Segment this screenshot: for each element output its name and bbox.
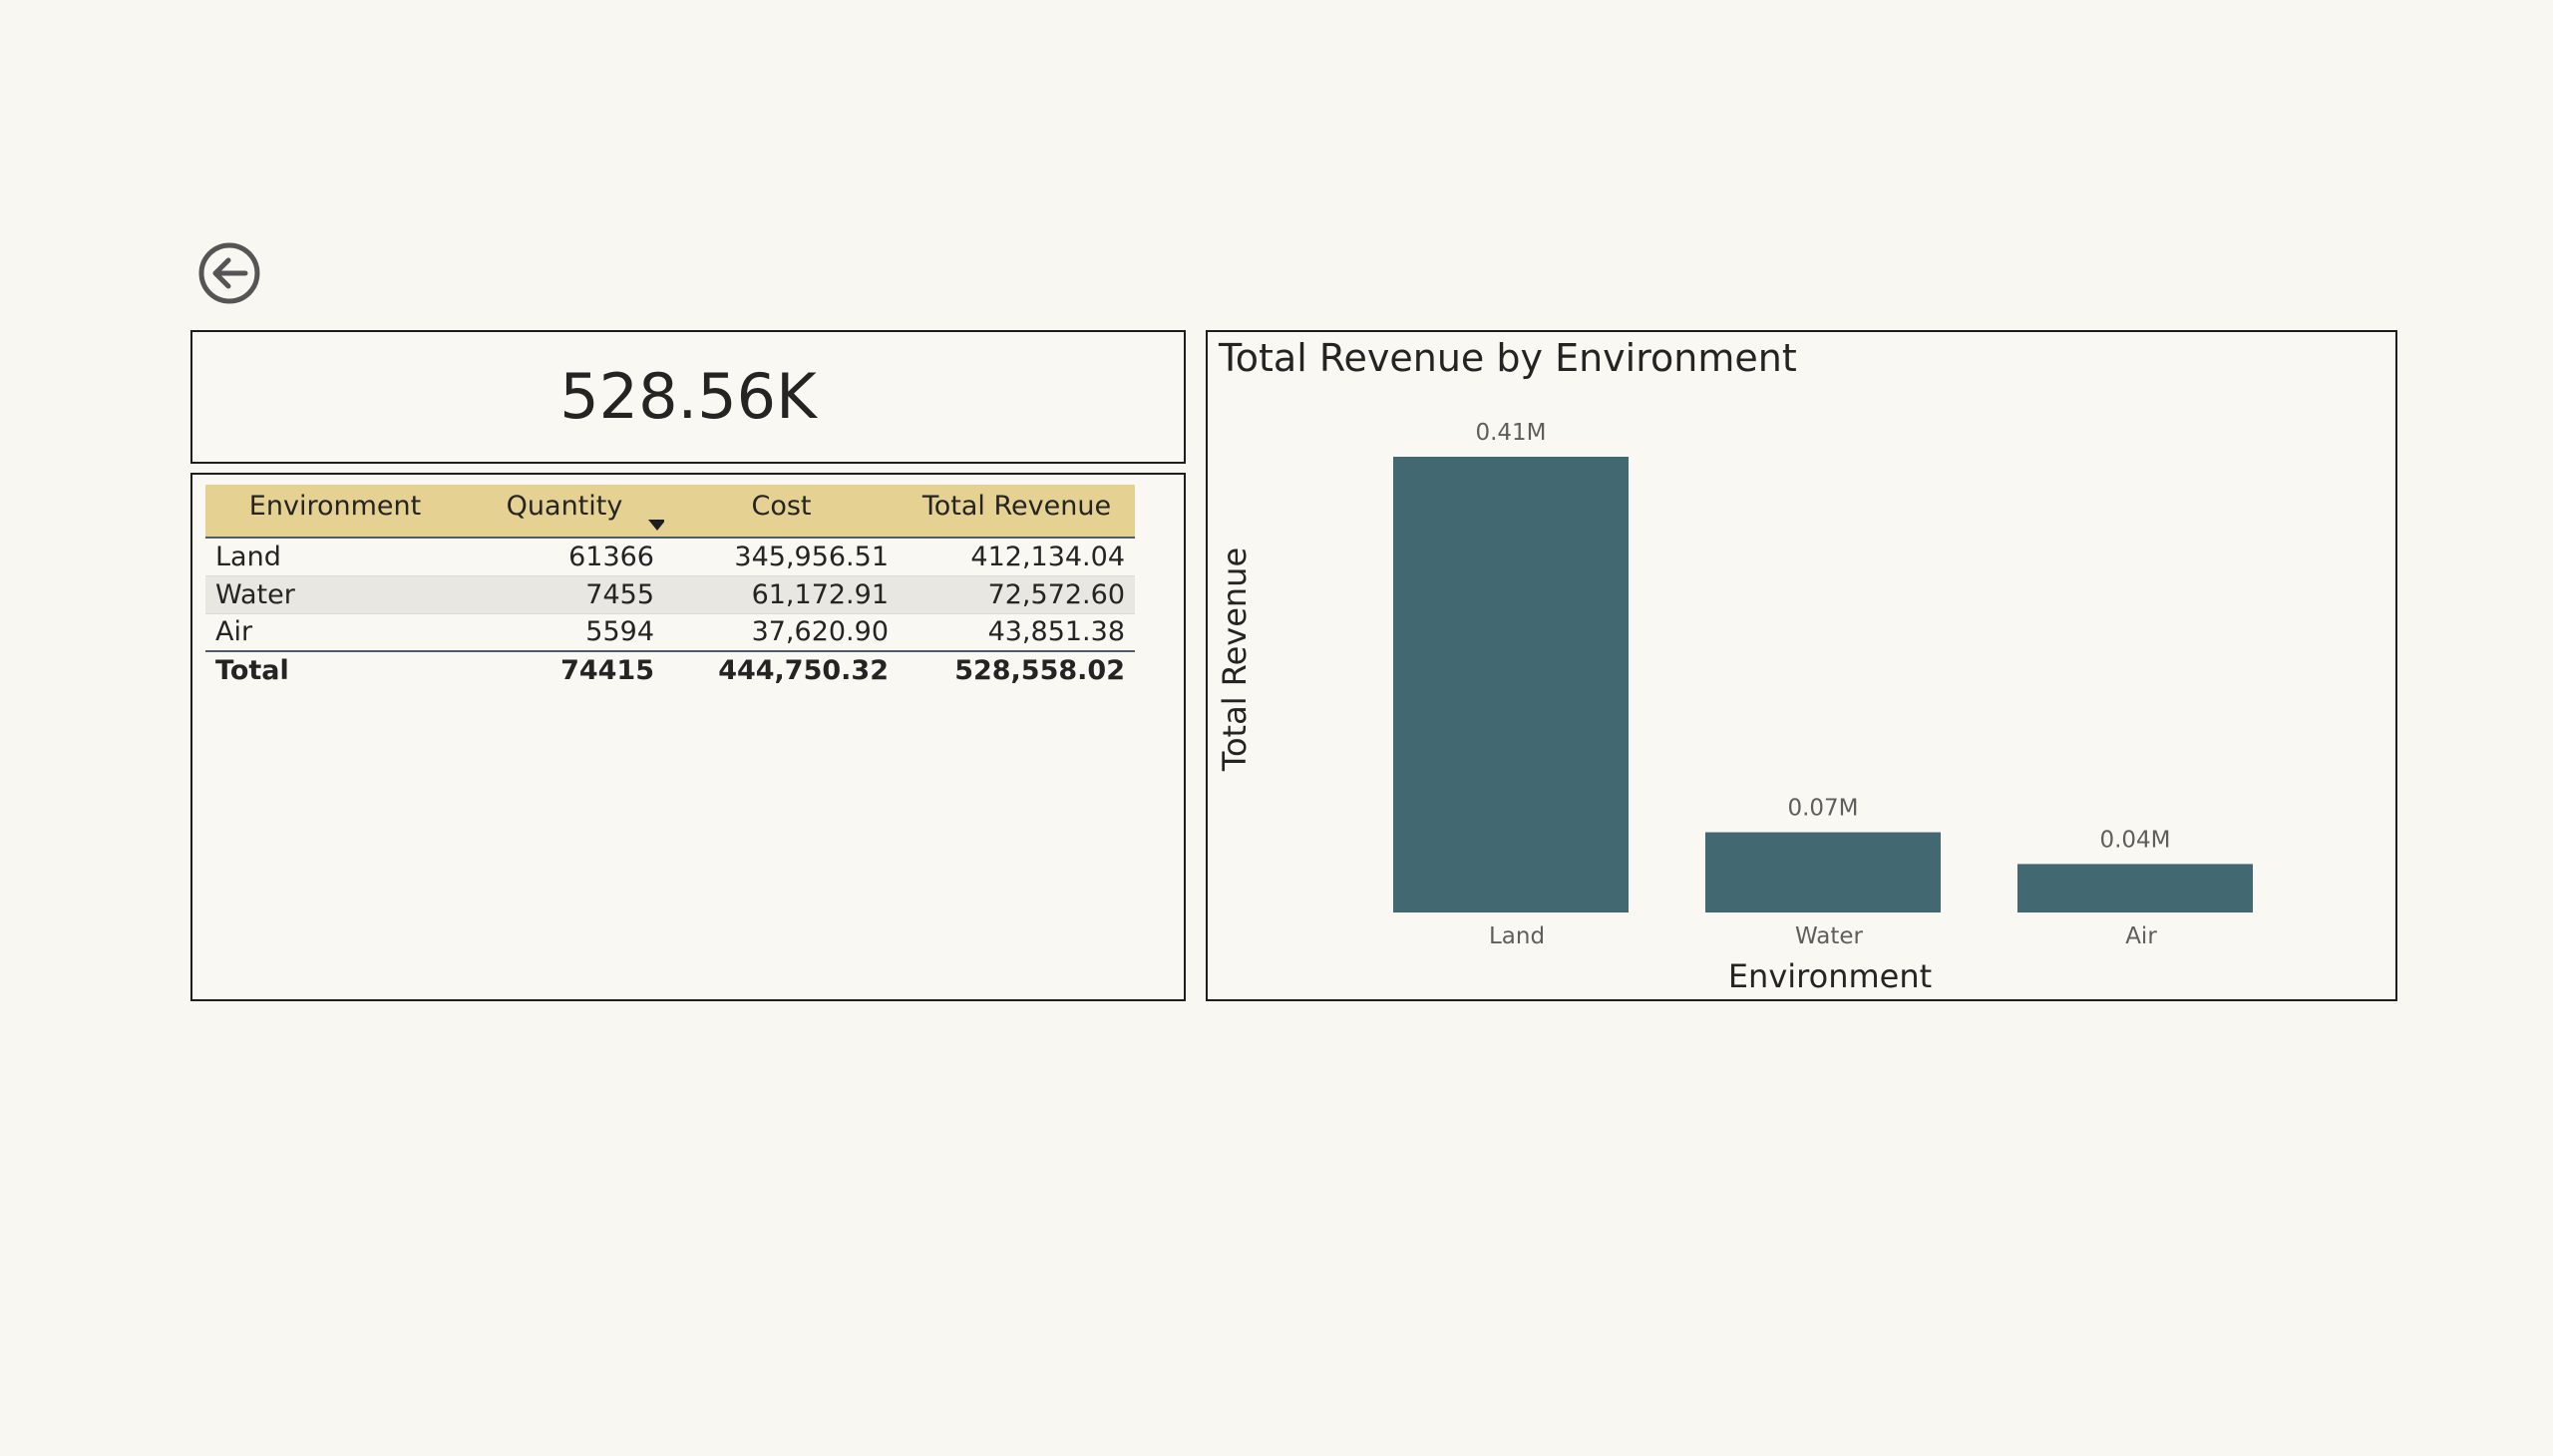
cell-environment: Air <box>205 613 465 652</box>
cell-quantity: 7455 <box>465 575 664 614</box>
cell-quantity: 5594 <box>465 613 664 652</box>
column-header-environment[interactable]: Environment <box>205 485 465 539</box>
cell-environment: Water <box>205 575 465 614</box>
cell-revenue: 412,134.04 <box>899 538 1135 576</box>
table-row[interactable]: Land 61366 345,956.51 412,134.04 <box>205 538 1135 576</box>
kpi-card: 528.56K <box>190 330 1186 464</box>
x-tick-label-water: Water <box>1795 923 1864 949</box>
data-label-water: 0.07M <box>1787 796 1858 822</box>
total-label: Total <box>205 650 465 689</box>
chart-title: Total Revenue by Environment <box>1219 336 1797 380</box>
bar-air[interactable] <box>2017 864 2253 912</box>
column-header-quantity[interactable]: Quantity <box>465 485 666 539</box>
bar-land[interactable] <box>1393 457 1629 912</box>
table-total-row: Total 74415 444,750.32 528,558.02 <box>205 650 1135 689</box>
back-button[interactable] <box>195 239 263 307</box>
x-tick-label-land: Land <box>1489 923 1545 949</box>
y-axis-title: Total Revenue <box>1216 547 1254 772</box>
revenue-table: Environment Quantity Cost Total Revenue … <box>205 485 1135 689</box>
cell-cost: 345,956.51 <box>664 538 899 576</box>
cell-revenue: 43,851.38 <box>899 613 1135 652</box>
cell-revenue: 72,572.60 <box>899 575 1135 614</box>
data-label-air: 0.04M <box>2099 827 2170 853</box>
table-row[interactable]: Water 7455 61,172.91 72,572.60 <box>205 575 1135 614</box>
revenue-table-panel: Environment Quantity Cost Total Revenue … <box>190 473 1186 1001</box>
cell-cost: 37,620.90 <box>664 613 899 652</box>
back-arrow-circle-icon <box>198 242 260 304</box>
revenue-bar-chart: 0.41M Land 0.07M Water 0.04M Air Environment To… <box>1216 420 2253 995</box>
cell-quantity: 61366 <box>465 538 664 576</box>
data-label-land: 0.41M <box>1475 420 1546 446</box>
column-header-cost[interactable]: Cost <box>664 485 899 539</box>
column-header-total-revenue[interactable]: Total Revenue <box>899 485 1135 539</box>
kpi-total-revenue-value: 528.56K <box>559 360 817 433</box>
total-quantity: 74415 <box>465 650 664 689</box>
revenue-chart-panel: Total Revenue by Environment 0.41M Land 0.… <box>1206 330 2397 1001</box>
x-axis-title: Environment <box>1728 957 1932 995</box>
sort-descending-icon <box>648 520 666 531</box>
cell-cost: 61,172.91 <box>664 575 899 614</box>
total-cost: 444,750.32 <box>664 650 899 689</box>
table-header-row: Environment Quantity Cost Total Revenue <box>205 485 1135 539</box>
bar-water[interactable] <box>1705 832 1941 912</box>
total-revenue: 528,558.02 <box>899 650 1135 689</box>
cell-environment: Land <box>205 538 465 576</box>
table-row[interactable]: Air 5594 37,620.90 43,851.38 <box>205 613 1135 652</box>
x-tick-label-air: Air <box>2125 923 2157 949</box>
